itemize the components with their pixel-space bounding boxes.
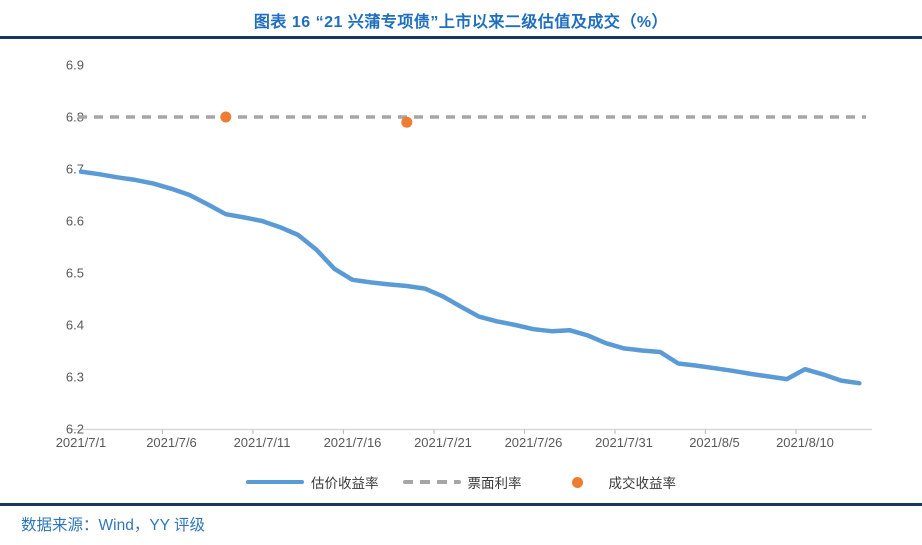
legend-item-coupon-rate: 票面利率 [402,472,522,492]
trade-yield-dot [401,116,413,128]
y-tick-label: 6.3 [66,370,84,385]
x-tick-label: 2021/7/1 [56,435,107,450]
blue-line-swatch-icon [246,479,304,485]
x-tick-label: 2021/7/11 [234,435,291,450]
legend-label: 票面利率 [467,476,522,492]
trade-yield-dot [220,111,232,123]
x-tick-label: 2021/7/21 [414,435,472,450]
chart-legend: 估价收益率 票面利率 成交收益率 [0,472,922,492]
legend-item-valuation-yield: 估价收益率 [246,472,379,492]
y-tick-label: 6.7 [66,162,84,177]
y-tick-label: 6.9 [66,58,84,73]
orange-dot-swatch-icon [571,476,583,488]
title-divider-line [0,36,922,39]
x-tick-label: 2021/8/5 [689,435,740,450]
gray-dashed-line-swatch-icon [402,480,461,484]
y-tick-label: 6.4 [66,318,84,333]
x-tick-label: 2021/8/10 [776,435,834,450]
legend-label: 估价收益率 [311,476,379,492]
y-tick-label: 6.8 [66,110,84,125]
x-tick-label: 2021/7/16 [324,435,382,450]
legend-label: 成交收益率 [608,476,677,492]
x-tick-label: 2021/7/6 [146,435,197,450]
data-source-note: 数据来源：Wind，YY 评级 [21,517,206,534]
legend-item-trade-yield: 成交收益率 [571,472,677,492]
y-tick-label: 6.6 [66,214,84,229]
footer-divider-line [0,503,922,506]
y-tick-label: 6.5 [66,266,84,281]
x-tick-label: 2021/7/26 [505,435,563,450]
yield-line-chart: 6.2 6.3 6.4 6.5 6.6 6.7 6.8 6.9 2021/7/1 2021/7/6… [56,58,872,450]
x-tick-label: 2021/7/31 [595,435,653,450]
y-tick-label: 6.2 [66,422,84,437]
valuation-yield-line [78,169,862,386]
chart-title: 图表 16 “21 兴蒲专项债”上市以来二级估值及成交（%） [253,14,669,31]
